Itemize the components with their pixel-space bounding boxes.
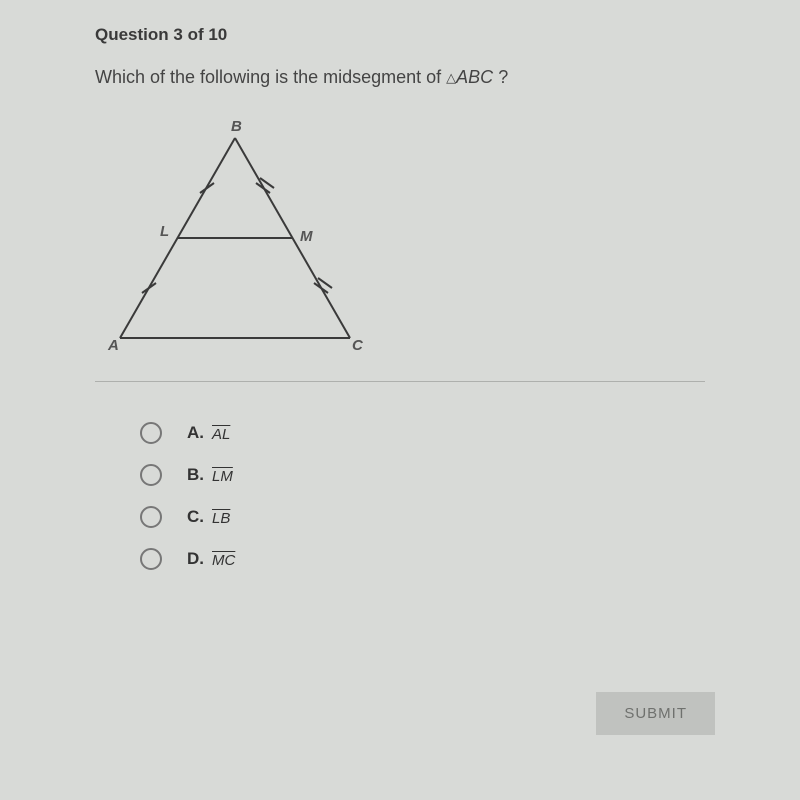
diagram-label-m: M: [300, 228, 313, 245]
option-a-letter: A.: [187, 423, 204, 443]
submit-button[interactable]: SUBMIT: [596, 692, 715, 735]
option-b-value: LM: [212, 466, 233, 485]
option-b-letter: B.: [187, 465, 204, 485]
option-c[interactable]: C. LB: [140, 506, 705, 528]
radio-c[interactable]: [140, 506, 162, 528]
triangle-symbol: △: [446, 70, 456, 85]
diagram-label-b: B: [231, 118, 242, 135]
diagram-label-c: C: [352, 337, 364, 354]
diagram-label-a: A: [107, 337, 119, 354]
question-header: Question 3 of 10: [95, 25, 705, 45]
question-prefix: Which of the following is the midsegment…: [95, 67, 446, 87]
radio-a[interactable]: [140, 422, 162, 444]
option-d[interactable]: D. MC: [140, 548, 705, 570]
question-text: Which of the following is the midsegment…: [95, 67, 705, 88]
option-c-letter: C.: [187, 507, 204, 527]
options-list: A. AL B. LM C. LB D. MC: [140, 422, 705, 570]
option-d-value: MC: [212, 550, 235, 569]
radio-b[interactable]: [140, 464, 162, 486]
option-a[interactable]: A. AL: [140, 422, 705, 444]
option-b[interactable]: B. LM: [140, 464, 705, 486]
divider: [95, 381, 705, 382]
triangle-diagram: A B C L M: [100, 118, 380, 363]
option-d-letter: D.: [187, 549, 204, 569]
triangle-name: ABC: [456, 67, 493, 87]
radio-d[interactable]: [140, 548, 162, 570]
option-c-value: LB: [212, 508, 230, 527]
diagram-label-l: L: [160, 223, 169, 240]
question-suffix: ?: [493, 67, 508, 87]
option-a-value: AL: [212, 424, 230, 443]
